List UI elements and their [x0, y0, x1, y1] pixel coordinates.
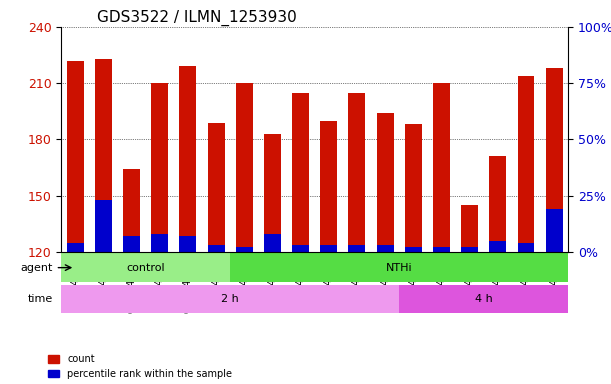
Bar — [518, 76, 535, 252]
Bar — [264, 134, 281, 252]
Bar — [95, 200, 112, 252]
Bar — [376, 245, 393, 252]
Bar — [95, 59, 112, 252]
Text: GDS3522 / ILMN_1253930: GDS3522 / ILMN_1253930 — [97, 9, 296, 25]
Bar — [230, 253, 568, 282]
Bar — [489, 156, 507, 252]
Bar — [67, 61, 84, 252]
Legend: count, percentile rank within the sample: count, percentile rank within the sample — [48, 354, 232, 379]
Bar — [320, 121, 337, 252]
Bar — [264, 234, 281, 252]
Bar — [433, 247, 450, 252]
Text: 4 h: 4 h — [475, 294, 492, 304]
Text: 2 h: 2 h — [221, 294, 239, 304]
Bar — [180, 66, 196, 252]
Bar — [152, 83, 168, 252]
Bar — [208, 245, 224, 252]
Bar — [348, 245, 365, 252]
Bar — [518, 243, 535, 252]
Bar — [67, 243, 84, 252]
Bar — [546, 68, 563, 252]
Bar — [292, 93, 309, 252]
Bar — [61, 253, 230, 282]
Bar — [180, 236, 196, 252]
Bar — [348, 93, 365, 252]
Text: agent: agent — [20, 263, 53, 273]
Bar — [292, 245, 309, 252]
Bar — [405, 124, 422, 252]
Text: control: control — [126, 263, 165, 273]
Bar — [152, 234, 168, 252]
Bar — [546, 209, 563, 252]
Bar — [61, 285, 399, 313]
Bar — [376, 113, 393, 252]
Bar — [433, 83, 450, 252]
Bar — [461, 205, 478, 252]
Bar — [320, 245, 337, 252]
Text: NTHi: NTHi — [386, 263, 412, 273]
Bar — [123, 236, 140, 252]
Bar — [399, 285, 568, 313]
Text: time: time — [27, 294, 53, 304]
Bar — [405, 247, 422, 252]
Bar — [489, 241, 507, 252]
Bar — [236, 247, 253, 252]
Bar — [461, 247, 478, 252]
Bar — [208, 122, 224, 252]
Bar — [236, 83, 253, 252]
Bar — [123, 169, 140, 252]
